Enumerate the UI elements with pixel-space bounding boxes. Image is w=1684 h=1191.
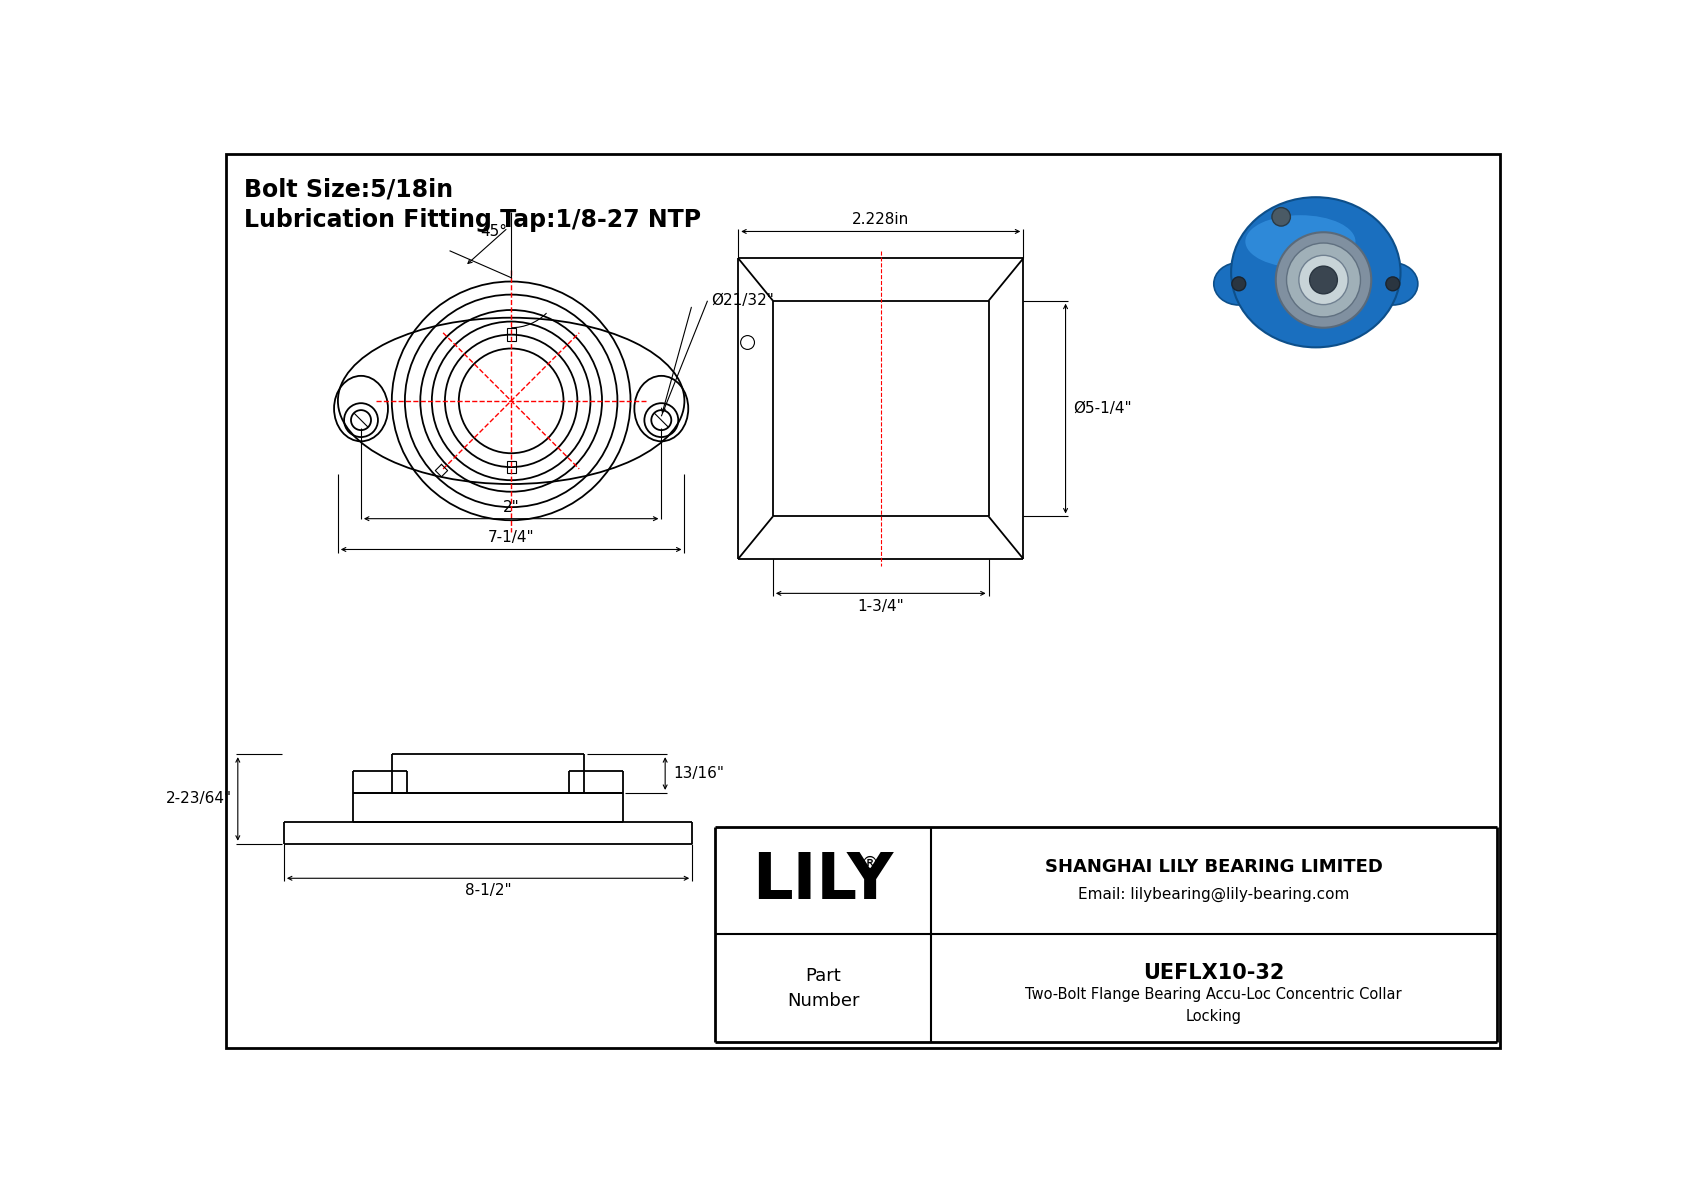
Bar [507,329,515,341]
Text: Part
Number: Part Number [786,967,859,1010]
Text: 13/16": 13/16" [674,766,724,781]
Text: Ø21/32": Ø21/32" [711,293,775,308]
Text: SHANGHAI LILY BEARING LIMITED: SHANGHAI LILY BEARING LIMITED [1044,858,1383,875]
Ellipse shape [1231,198,1401,348]
Circle shape [1276,232,1371,328]
Circle shape [1287,243,1361,317]
Circle shape [1233,276,1246,291]
Text: 45°: 45° [480,224,507,239]
Text: ®: ® [861,855,879,873]
Text: 7-1/4": 7-1/4" [488,530,534,545]
Circle shape [1310,266,1337,294]
Text: 1-3/4": 1-3/4" [857,599,904,613]
Text: Lubrication Fitting Tap:1/8-27 NTP: Lubrication Fitting Tap:1/8-27 NTP [244,208,701,232]
Bar [507,461,515,473]
Text: 2": 2" [504,500,520,515]
Text: Two-Bolt Flange Bearing Accu-Loc Concentric Collar
Locking: Two-Bolt Flange Bearing Accu-Loc Concent… [1026,986,1403,1024]
Ellipse shape [1246,216,1356,268]
Ellipse shape [1214,263,1263,305]
Text: Ø5-1/4": Ø5-1/4" [1073,401,1132,416]
Text: Email: lilybearing@lily-bearing.com: Email: lilybearing@lily-bearing.com [1078,887,1349,902]
Text: Bolt Size:5/18in: Bolt Size:5/18in [244,177,453,201]
Circle shape [1298,255,1349,305]
Circle shape [1271,207,1290,226]
Circle shape [1386,276,1399,291]
Text: LILY: LILY [753,849,894,911]
Text: 2-23/64": 2-23/64" [165,792,232,806]
Text: UEFLX10-32: UEFLX10-32 [1143,964,1285,983]
Ellipse shape [1367,263,1418,305]
Text: 2.228in: 2.228in [852,212,909,226]
Text: 8-1/2": 8-1/2" [465,883,512,898]
